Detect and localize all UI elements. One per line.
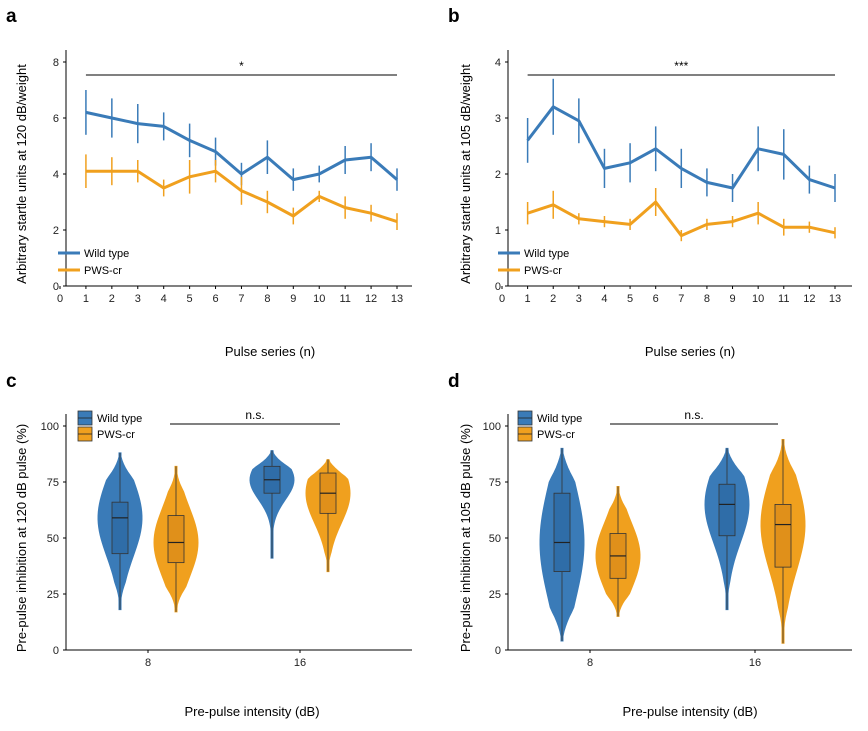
y-tick-label: 4 — [495, 57, 501, 69]
x-tick-label: 8 — [264, 293, 270, 305]
x-tick-label: 7 — [238, 293, 244, 305]
panel-letter-d: d — [448, 371, 460, 392]
panel-letter-b: b — [448, 6, 460, 27]
significance-label: n.s. — [684, 408, 703, 422]
y-tick-label: 4 — [53, 169, 59, 181]
x-tick-label: 9 — [729, 293, 735, 305]
significance-label: *** — [674, 59, 688, 73]
y-tick-label: 0 — [53, 281, 59, 293]
legend-label: Wild type — [524, 248, 569, 260]
legend-label: PWS-cr — [537, 429, 575, 441]
x-axis-title: Pulse series (n) — [645, 344, 735, 359]
y-tick-label: 0 — [495, 645, 501, 657]
x-tick-label: 12 — [803, 293, 815, 305]
box-wild-type — [718, 483, 736, 537]
y-tick-label: 2 — [53, 225, 59, 237]
x-tick-label: 3 — [576, 293, 582, 305]
y-axis-title: Pre-pulse inhibition at 105 dB pulse (%) — [458, 424, 473, 652]
box-wild-type — [553, 492, 571, 573]
y-axis-title: Pre-pulse inhibition at 120 dB pulse (%) — [14, 424, 29, 652]
x-tick-label: 3 — [135, 293, 141, 305]
chart-panel-c: Pre-pulse inhibition at 120 dB pulse (%)… — [14, 408, 412, 719]
y-tick-label: 25 — [489, 589, 501, 601]
x-tick-label: 2 — [109, 293, 115, 305]
legend-label: Wild type — [84, 248, 129, 260]
y-tick-label: 100 — [483, 421, 501, 433]
x-axis-title: Pre-pulse intensity (dB) — [622, 704, 757, 719]
x-tick-label: 8 — [145, 657, 151, 669]
box-pws-cr — [774, 503, 792, 568]
y-tick-label: 6 — [53, 113, 59, 125]
legend-label: PWS-cr — [84, 265, 122, 277]
significance-label: n.s. — [245, 408, 264, 422]
x-tick-label: 4 — [601, 293, 607, 305]
x-tick-label: 2 — [550, 293, 556, 305]
y-tick-label: 8 — [53, 57, 59, 69]
x-tick-label: 8 — [587, 657, 593, 669]
y-tick-label: 1 — [495, 225, 501, 237]
y-tick-label: 75 — [47, 477, 59, 489]
x-tick-label: 16 — [294, 657, 306, 669]
chart-panel-b: Arbitrary startle units at 105 dB/weight… — [458, 50, 852, 359]
x-tick-label: 5 — [187, 293, 193, 305]
significance-label: * — [239, 59, 244, 73]
legend-label: PWS-cr — [97, 429, 135, 441]
x-tick-label: 11 — [778, 293, 789, 305]
x-tick-label: 5 — [627, 293, 633, 305]
legend-label: Wild type — [97, 413, 142, 425]
x-tick-label: 8 — [704, 293, 710, 305]
x-axis-title: Pulse series (n) — [225, 344, 315, 359]
y-tick-label: 75 — [489, 477, 501, 489]
y-tick-label: 25 — [47, 589, 59, 601]
x-tick-label: 10 — [313, 293, 325, 305]
y-tick-label: 50 — [47, 533, 59, 545]
x-tick-label: 6 — [212, 293, 218, 305]
y-axis-title: Arbitrary startle units at 105 dB/weight — [458, 64, 473, 284]
legend-label: Wild type — [537, 413, 582, 425]
chart-panel-d: Pre-pulse inhibition at 105 dB pulse (%)… — [458, 408, 852, 719]
x-tick-label: 0 — [57, 293, 63, 305]
chart-panel-a: Arbitrary startle units at 120 dB/weight… — [14, 50, 412, 359]
y-tick-label: 3 — [495, 113, 501, 125]
y-tick-label: 2 — [495, 169, 501, 181]
y-tick-label: 50 — [489, 533, 501, 545]
x-axis-title: Pre-pulse intensity (dB) — [184, 704, 319, 719]
box-pws-cr — [167, 515, 185, 564]
x-tick-label: 1 — [525, 293, 531, 305]
panel-letter-a: a — [6, 6, 17, 27]
x-tick-label: 7 — [678, 293, 684, 305]
x-tick-label: 4 — [161, 293, 167, 305]
x-tick-label: 13 — [829, 293, 841, 305]
x-tick-label: 16 — [749, 657, 761, 669]
y-axis-title: Arbitrary startle units at 120 dB/weight — [14, 64, 29, 284]
box-wild-type — [111, 501, 129, 555]
x-tick-label: 10 — [752, 293, 764, 305]
y-tick-label: 100 — [41, 421, 59, 433]
x-tick-label: 11 — [339, 293, 350, 305]
x-tick-label: 9 — [290, 293, 296, 305]
x-tick-label: 13 — [391, 293, 403, 305]
y-tick-label: 0 — [53, 645, 59, 657]
x-tick-label: 1 — [83, 293, 89, 305]
x-tick-label: 12 — [365, 293, 377, 305]
y-tick-label: 0 — [495, 281, 501, 293]
panel-letter-c: c — [6, 371, 17, 392]
x-tick-label: 0 — [499, 293, 505, 305]
legend-label: PWS-cr — [524, 265, 562, 277]
x-tick-label: 6 — [653, 293, 659, 305]
